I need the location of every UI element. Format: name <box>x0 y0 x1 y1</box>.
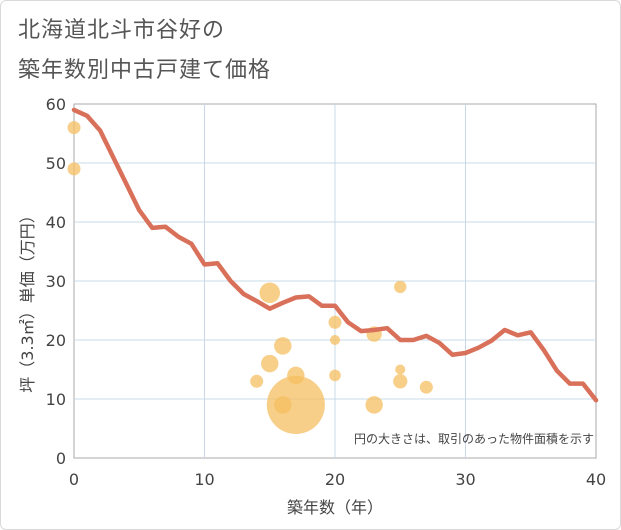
data-bubble <box>419 380 433 394</box>
bubble-layer <box>67 121 433 434</box>
y-tick-label: 30 <box>46 272 66 291</box>
chart-title-line-1: 北海道北斗市谷好の <box>18 18 226 43</box>
tick-labels: 0 10 20 30 40 0 10 20 30 40 50 60 <box>46 95 607 489</box>
data-bubble <box>393 374 408 389</box>
x-tick-label: 40 <box>586 470 606 489</box>
x-tick-label: 10 <box>194 470 214 489</box>
x-tick-label: 30 <box>455 470 475 489</box>
average-price-line <box>71 107 599 403</box>
y-tick-label: 50 <box>46 154 66 173</box>
data-bubble <box>329 369 341 382</box>
data-bubble <box>328 315 342 329</box>
data-bubble <box>274 337 292 355</box>
data-bubble <box>394 280 407 294</box>
y-tick-label: 0 <box>56 449 66 468</box>
data-bubble <box>329 334 341 346</box>
x-tick-label: 20 <box>325 470 345 489</box>
x-axis-label: 築年数（年） <box>287 498 383 517</box>
data-bubble <box>67 121 81 135</box>
trend-line-layer <box>71 107 599 403</box>
grid-lines <box>74 104 596 458</box>
y-tick-label: 40 <box>46 213 66 232</box>
chart-title-line-2: 築年数別中古戸建て価格 <box>18 58 272 83</box>
data-bubble <box>261 354 279 373</box>
data-bubble <box>259 282 281 304</box>
y-tick-label: 20 <box>46 331 66 350</box>
x-tick-label: 0 <box>69 470 79 489</box>
y-axis-label: 坪（3.3㎡）単価（万円） <box>18 207 37 392</box>
data-bubble <box>395 364 406 375</box>
data-bubble <box>365 396 383 414</box>
data-bubble <box>67 162 81 176</box>
data-bubble <box>250 374 264 388</box>
y-tick-label: 60 <box>46 95 66 114</box>
bubble-size-note: 円の大きさは、取引のあった物件面積を示す <box>354 431 594 446</box>
y-tick-label: 10 <box>46 390 66 409</box>
data-bubble <box>266 375 325 434</box>
